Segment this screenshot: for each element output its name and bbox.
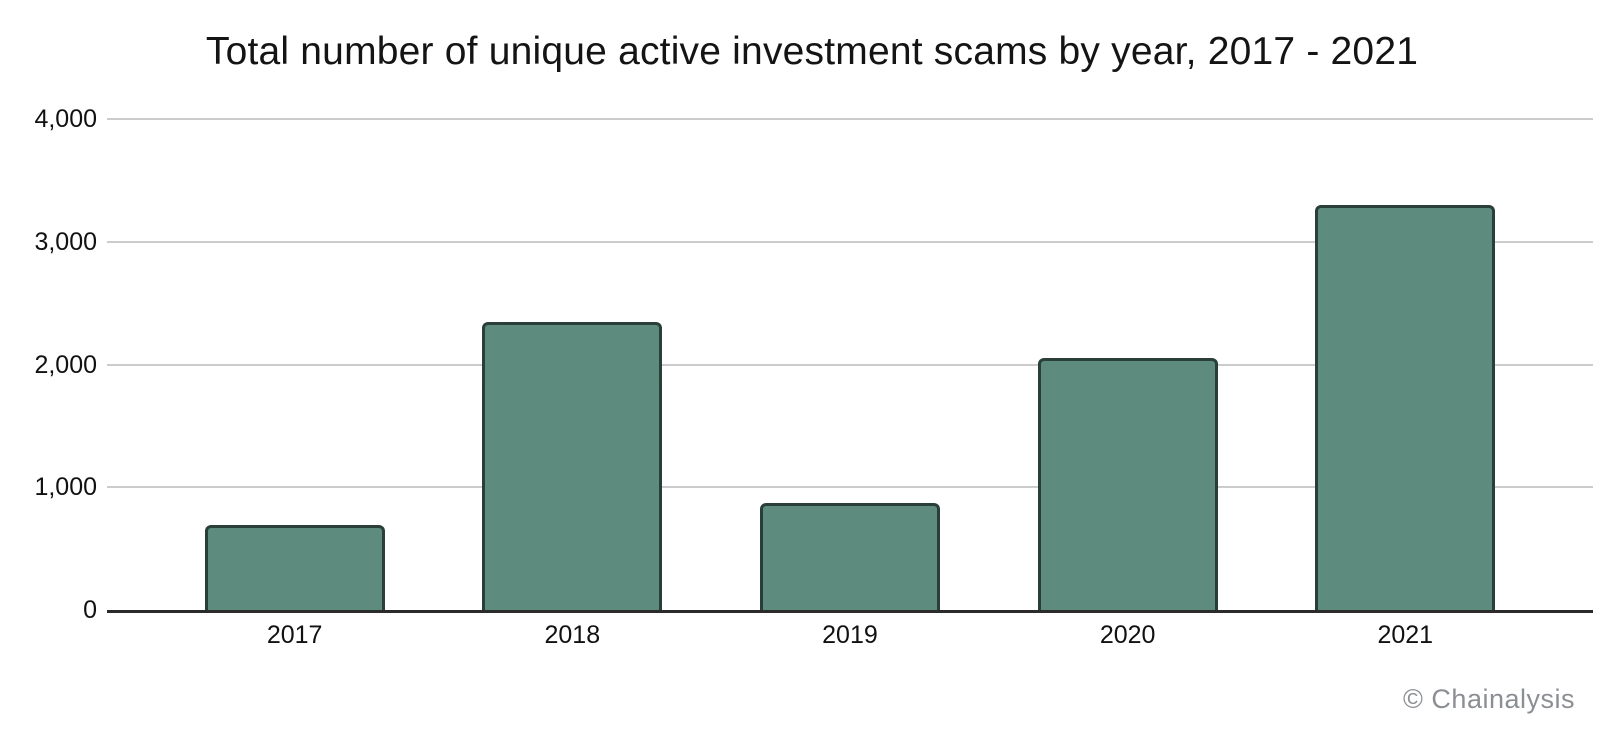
gridline (107, 363, 1593, 366)
y-tick-label: 1,000 (34, 473, 97, 502)
y-tick-label: 3,000 (34, 227, 97, 256)
x-axis-labels: 2017 2018 2019 2020 2021 (107, 621, 1593, 650)
bars-row (107, 119, 1593, 610)
bar-2020 (1037, 358, 1218, 610)
bar-2017 (204, 525, 385, 610)
x-tick-label: 2019 (822, 621, 878, 649)
y-tick-label: 4,000 (34, 105, 97, 133)
x-tick-label: 2017 (266, 621, 323, 649)
x-tick-label: 2020 (1099, 621, 1156, 649)
gridline (107, 486, 1593, 489)
gridline (107, 240, 1593, 243)
gridline (107, 118, 1593, 120)
x-tick-label: 2021 (1377, 621, 1434, 649)
y-axis-tick-labels: 0 1,000 2,000 3,000 4,000 (0, 105, 97, 624)
bar-2018 (482, 322, 663, 610)
x-tick-label: 2018 (544, 621, 601, 649)
y-tick-label: 0 (83, 596, 97, 624)
y-tick-label: 2,000 (34, 350, 97, 379)
bar-2019 (759, 503, 940, 610)
bar-2021 (1315, 205, 1496, 610)
chainalysis-watermark: © Chainalysis (1403, 684, 1575, 714)
chart-title: Total number of unique active investment… (205, 30, 1419, 73)
plot-area (107, 118, 1593, 613)
